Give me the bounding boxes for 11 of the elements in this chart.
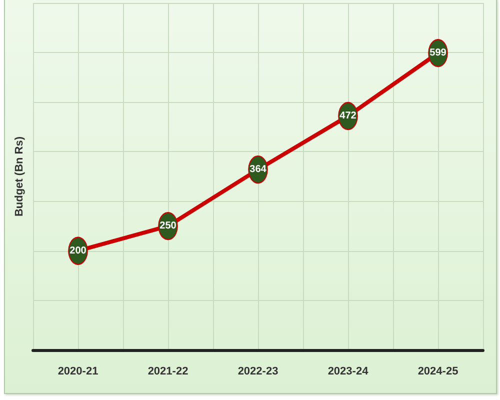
x-tick-label: 2022-23 (238, 366, 278, 378)
data-label: 200 (70, 245, 87, 256)
x-tick-label: 2024-25 (418, 366, 458, 378)
data-label: 599 (430, 48, 447, 59)
x-tick-label: 2021-22 (148, 366, 188, 378)
x-tick-label: 2020-21 (58, 366, 98, 378)
data-label: 250 (160, 220, 177, 232)
x-tick-label: 2023-24 (328, 366, 370, 378)
data-label: 472 (340, 110, 357, 122)
y-axis-title: Budget (Bn Rs) (14, 136, 26, 217)
data-label: 364 (250, 164, 267, 176)
